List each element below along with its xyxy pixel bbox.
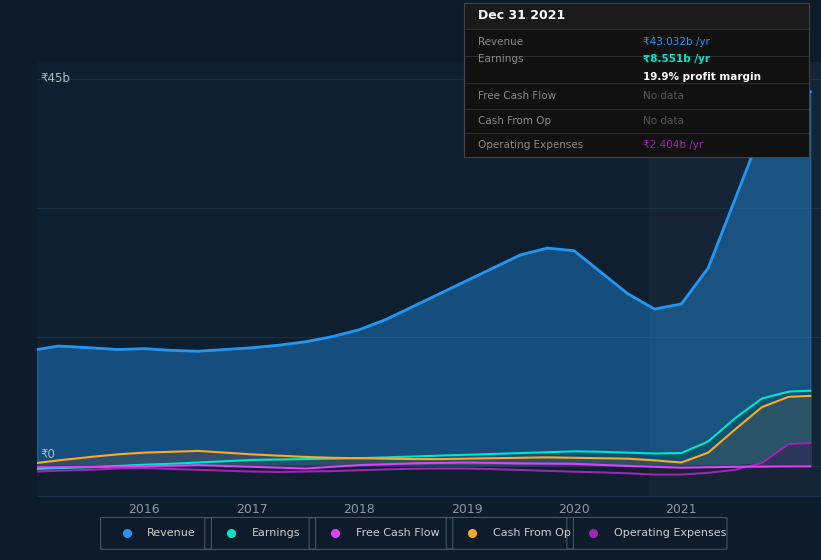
Text: No data: No data <box>643 91 684 101</box>
Text: Revenue: Revenue <box>147 529 196 538</box>
Text: Dec 31 2021: Dec 31 2021 <box>478 10 565 22</box>
Text: Earnings: Earnings <box>252 529 300 538</box>
Text: No data: No data <box>643 116 684 127</box>
Text: ₹43.032b /yr: ₹43.032b /yr <box>643 37 710 47</box>
Text: ₹45b: ₹45b <box>41 72 71 86</box>
Bar <box>649 62 821 496</box>
Text: ₹2.404b /yr: ₹2.404b /yr <box>643 140 704 150</box>
Text: Cash From Op: Cash From Op <box>493 529 571 538</box>
Text: ₹8.551b /yr: ₹8.551b /yr <box>643 54 710 64</box>
Text: Cash From Op: Cash From Op <box>478 116 551 127</box>
Text: Operating Expenses: Operating Expenses <box>614 529 726 538</box>
Text: ₹0: ₹0 <box>41 448 56 461</box>
Text: Free Cash Flow: Free Cash Flow <box>478 91 556 101</box>
Text: Revenue: Revenue <box>478 37 523 47</box>
Text: 19.9% profit margin: 19.9% profit margin <box>643 72 761 82</box>
Text: Operating Expenses: Operating Expenses <box>478 140 583 150</box>
Text: Free Cash Flow: Free Cash Flow <box>356 529 439 538</box>
Text: Earnings: Earnings <box>478 54 523 64</box>
Bar <box>464 3 809 29</box>
